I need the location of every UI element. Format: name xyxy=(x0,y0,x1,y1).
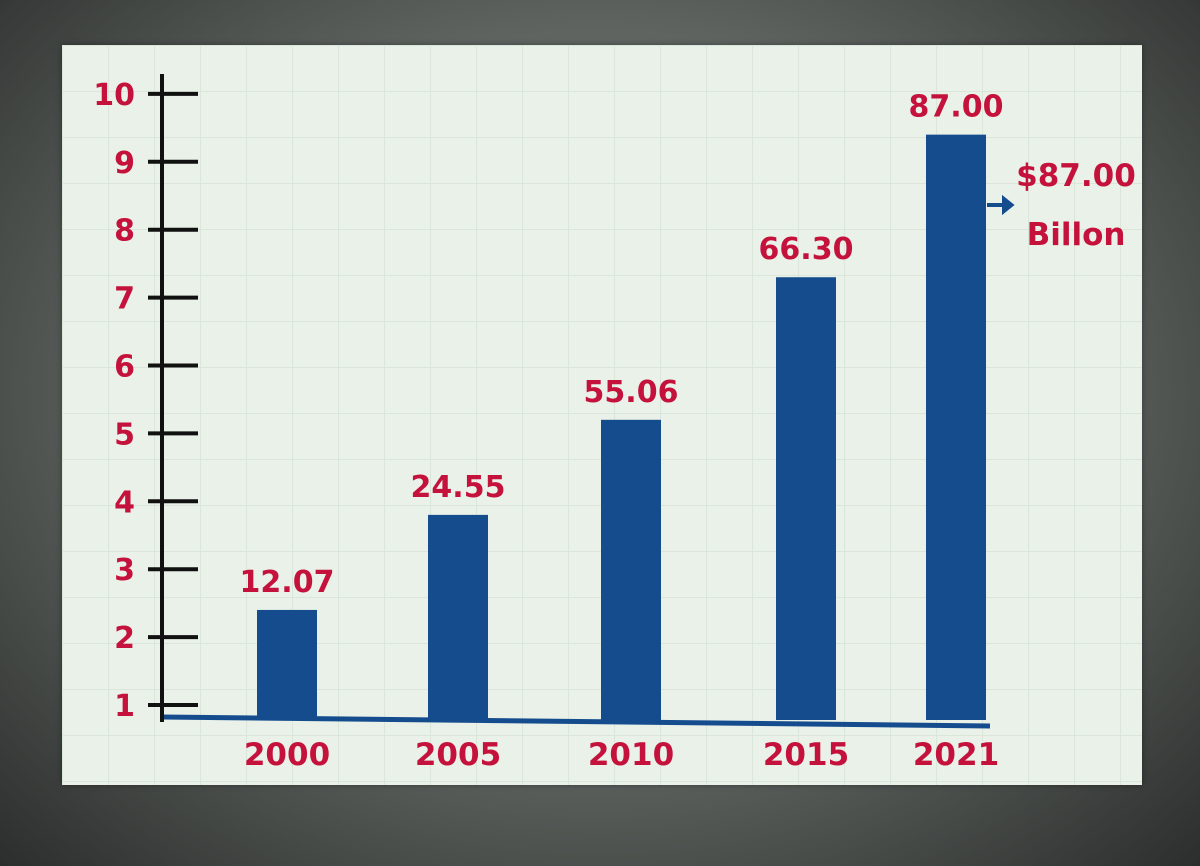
y-tick-label-8: 8 xyxy=(114,214,135,249)
callout-amount: $87.00 xyxy=(1016,158,1136,194)
y-tick-label-2: 2 xyxy=(114,621,135,656)
y-tick-label-5: 5 xyxy=(114,417,135,452)
bar-2010 xyxy=(601,419,661,720)
y-tick-label-9: 9 xyxy=(114,146,135,181)
callout-arrow-icon xyxy=(987,194,1015,216)
x-axis-line xyxy=(161,714,991,729)
data-label-2000: 12.07 xyxy=(240,565,335,600)
y-tick-label-7: 7 xyxy=(114,282,135,317)
bar-2005 xyxy=(428,514,488,720)
bar-2000 xyxy=(257,609,317,720)
callout-unit: Billon xyxy=(1027,217,1126,253)
x-tick-label-2000: 2000 xyxy=(244,737,330,773)
bar-2021 xyxy=(926,134,986,720)
y-tick-label-10: 10 xyxy=(93,78,135,113)
y-tick-label-4: 4 xyxy=(114,485,135,520)
x-tick-label-2005: 2005 xyxy=(415,737,501,773)
y-tick-label-1: 1 xyxy=(114,689,135,724)
data-label-2010: 55.06 xyxy=(584,375,679,410)
x-tick-label-2021: 2021 xyxy=(913,737,999,773)
bar-2015 xyxy=(776,277,836,720)
x-tick-label-2010: 2010 xyxy=(588,737,674,773)
y-tick-label-6: 6 xyxy=(114,350,135,385)
y-tick-label-3: 3 xyxy=(114,553,135,588)
data-label-2021: 87.00 xyxy=(909,90,1004,125)
data-label-2005: 24.55 xyxy=(411,470,506,505)
data-label-2015: 66.30 xyxy=(759,232,854,267)
x-tick-label-2015: 2015 xyxy=(763,737,849,773)
